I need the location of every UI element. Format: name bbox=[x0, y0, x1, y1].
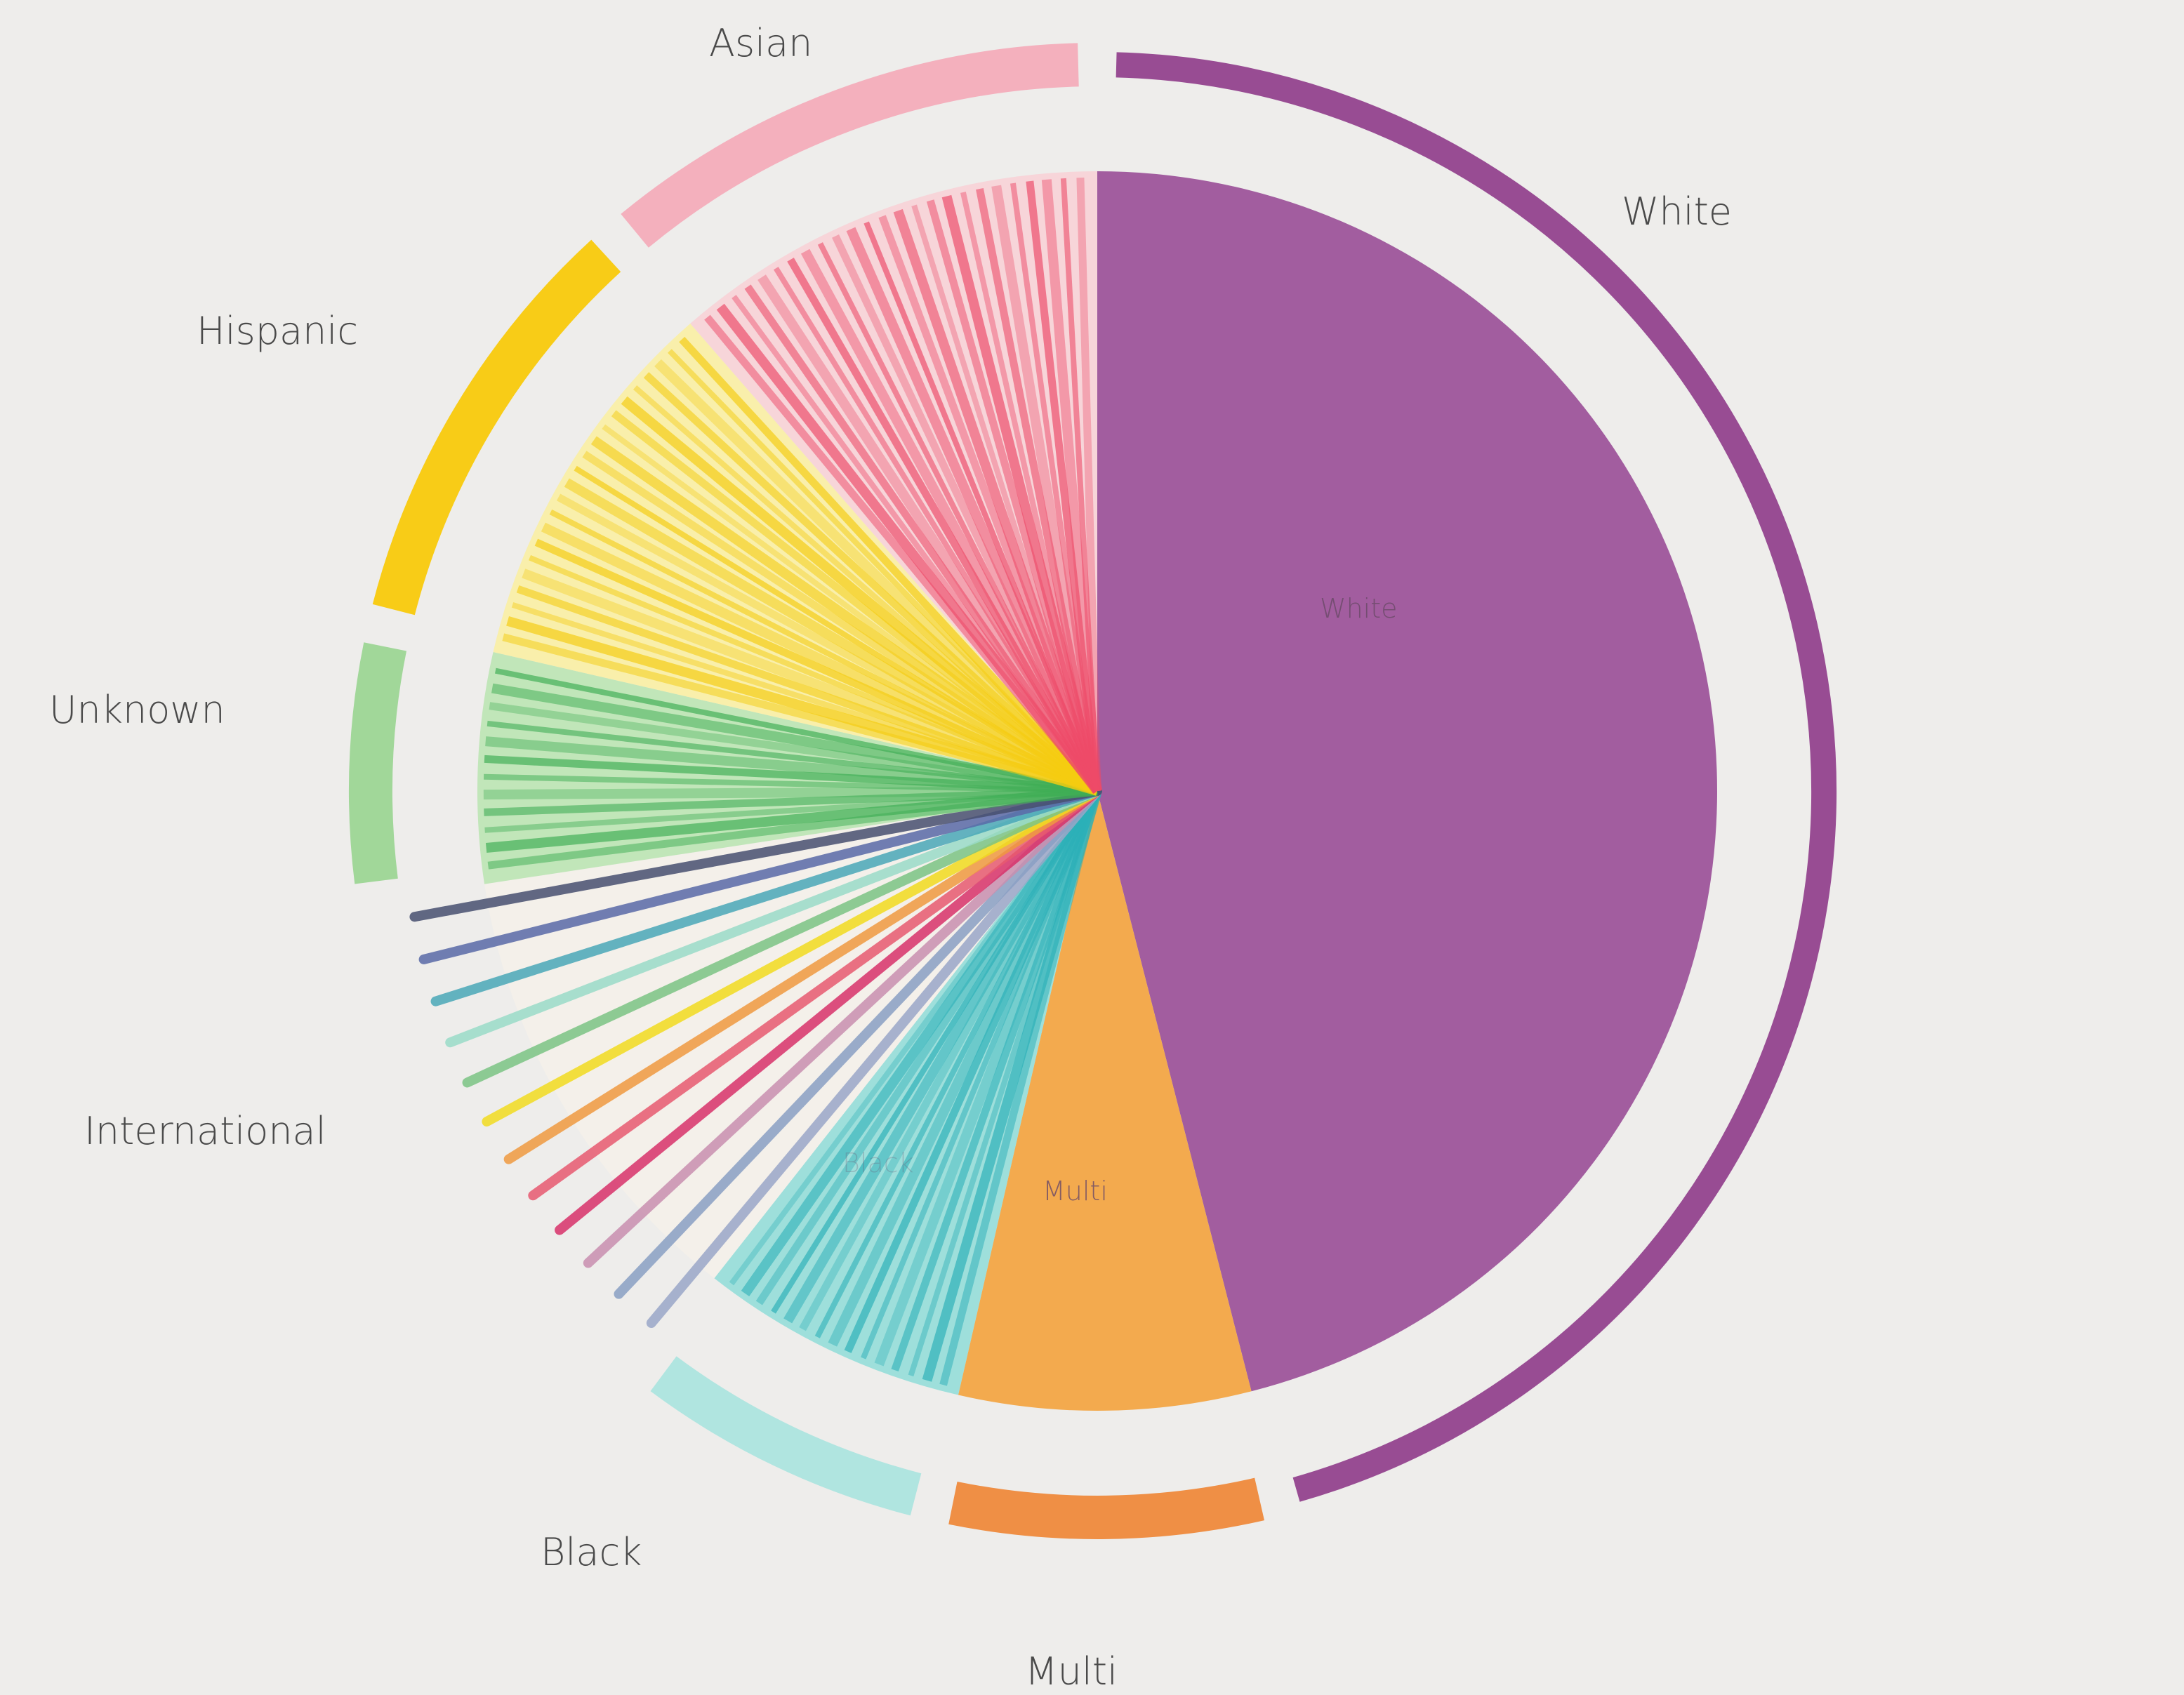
stripe-hispanic bbox=[679, 336, 1101, 794]
stripe-international bbox=[503, 786, 1102, 1164]
inner-label-multi: Multi bbox=[1043, 1176, 1108, 1207]
label-white: White bbox=[1622, 190, 1732, 234]
stripe-asian bbox=[744, 284, 1101, 794]
stripe-asian bbox=[863, 221, 1100, 792]
stripe-black bbox=[814, 790, 1100, 1338]
stripe-black bbox=[771, 789, 1100, 1314]
stripe-hispanic bbox=[534, 538, 1099, 795]
ring-arc-multi bbox=[948, 1477, 1264, 1540]
stripe-international bbox=[528, 786, 1102, 1201]
stripe-unknown bbox=[494, 667, 1098, 794]
stripe-unknown bbox=[483, 786, 1098, 800]
pie-slices bbox=[409, 171, 1717, 1411]
ring-arc-unknown bbox=[349, 642, 407, 884]
stripe-asian bbox=[787, 258, 1101, 793]
inner-label-black: Black bbox=[842, 1148, 914, 1178]
stripe-international bbox=[583, 786, 1102, 1268]
stripe-black bbox=[729, 789, 1100, 1286]
label-unknown: Unknown bbox=[49, 688, 225, 732]
stripe-asian bbox=[817, 242, 1100, 792]
stripe-unknown bbox=[491, 683, 1099, 796]
stripe-international bbox=[445, 786, 1102, 1048]
stripe-asian bbox=[941, 194, 1102, 792]
slice-asian bbox=[690, 171, 1097, 791]
stripe-hispanic bbox=[506, 616, 1099, 796]
stripe-international bbox=[462, 786, 1102, 1088]
stripe-asian bbox=[800, 248, 1102, 794]
stripe-asian bbox=[1076, 178, 1101, 792]
stripe-asian bbox=[846, 227, 1102, 793]
stripe-unknown bbox=[484, 787, 1098, 816]
stripe-asian bbox=[1041, 179, 1102, 792]
stripe-black bbox=[874, 789, 1102, 1367]
stripe-hispanic bbox=[590, 436, 1101, 795]
stripe-international bbox=[430, 786, 1102, 1006]
slice-white bbox=[1097, 171, 1717, 1392]
label-hispanic: Hispanic bbox=[197, 309, 358, 353]
stripe-international bbox=[418, 786, 1102, 964]
stripe-hispanic bbox=[549, 509, 1099, 794]
stripe-black bbox=[741, 787, 1101, 1297]
stripe-unknown bbox=[484, 755, 1098, 795]
stripe-hispanic bbox=[643, 372, 1100, 795]
stripe-unknown bbox=[485, 786, 1098, 853]
stripe-asian bbox=[1060, 178, 1100, 792]
stripe-unknown bbox=[485, 736, 1098, 796]
stripe-asian bbox=[893, 208, 1102, 793]
label-asian: Asian bbox=[709, 21, 812, 65]
ring-arc-hispanic bbox=[372, 239, 621, 616]
stripe-black bbox=[783, 788, 1102, 1324]
stripe-unknown bbox=[487, 720, 1098, 794]
outer-ring-arcs bbox=[349, 43, 1836, 1540]
stripe-hispanic bbox=[516, 585, 1099, 795]
stripe-black bbox=[828, 788, 1102, 1347]
stripe-black bbox=[844, 789, 1101, 1353]
stripe-international bbox=[409, 786, 1102, 922]
slice-multi bbox=[958, 791, 1252, 1411]
ring-arc-white bbox=[1116, 52, 1836, 1502]
ring-arc-asian bbox=[621, 43, 1079, 248]
stripe-asian bbox=[1026, 180, 1101, 792]
label-multi: Multi bbox=[1025, 1649, 1118, 1694]
inner-label-white: White bbox=[1320, 593, 1398, 624]
stripe-international bbox=[646, 786, 1102, 1329]
stripe-asian bbox=[716, 303, 1101, 795]
stripe-international bbox=[614, 786, 1102, 1299]
stripe-international bbox=[555, 786, 1102, 1235]
stripe-hispanic bbox=[574, 465, 1099, 794]
ring-arc-black bbox=[650, 1356, 922, 1516]
stripe-black bbox=[922, 790, 1102, 1382]
label-international: International bbox=[84, 1109, 326, 1153]
stripe-asian bbox=[991, 185, 1102, 792]
stripe-hispanic bbox=[621, 396, 1101, 795]
label-black: Black bbox=[541, 1530, 642, 1574]
stripe-asian bbox=[757, 274, 1101, 794]
stripe-asian bbox=[976, 187, 1101, 792]
stripe-black bbox=[891, 790, 1101, 1372]
stripe-international bbox=[482, 786, 1102, 1126]
